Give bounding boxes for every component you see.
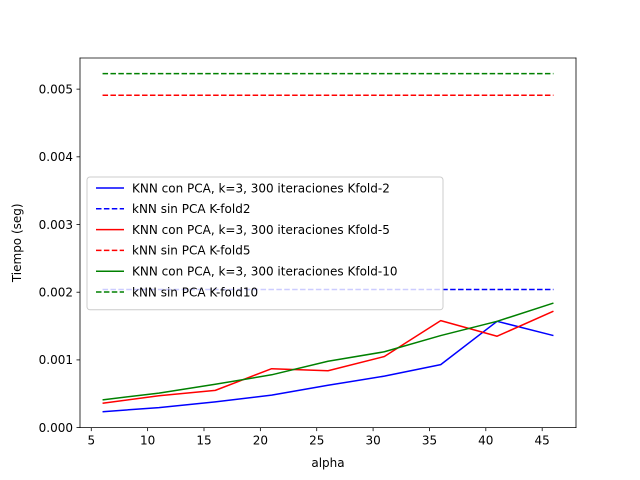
x-tick-label: 25 bbox=[309, 434, 324, 448]
x-tick-label: 40 bbox=[478, 434, 493, 448]
x-tick-label: 5 bbox=[87, 434, 95, 448]
axes-layer bbox=[79, 57, 577, 429]
legend-entry-label: kNN sin PCA K-fold5 bbox=[132, 244, 250, 258]
y-tick-label: 0.003 bbox=[39, 218, 73, 232]
series-line-3 bbox=[102, 310, 554, 404]
legend-entry-label: kNN sin PCA K-fold2 bbox=[132, 202, 250, 216]
x-tick-label: 45 bbox=[535, 434, 550, 448]
y-tick-label: 0.004 bbox=[39, 150, 73, 164]
x-tick-label: 15 bbox=[196, 434, 211, 448]
x-tick-label: 10 bbox=[140, 434, 155, 448]
legend-entry-label: KNN con PCA, k=3, 300 iteraciones Kfold-… bbox=[132, 223, 390, 237]
legend-entry-label: kNN sin PCA K-fold10 bbox=[132, 285, 258, 299]
x-axis-label: alpha bbox=[311, 456, 344, 470]
legend-box bbox=[86, 176, 444, 311]
y-tick-label: 0.001 bbox=[39, 353, 73, 367]
y-axis-label: Tiempo (seg) bbox=[10, 203, 24, 283]
series-line-5 bbox=[102, 302, 554, 401]
legend-entry-label: KNN con PCA, k=3, 300 iteraciones Kfold-… bbox=[132, 265, 397, 279]
y-tick-label: 0.000 bbox=[39, 421, 73, 435]
x-tick-label: 20 bbox=[253, 434, 268, 448]
x-tick-label: 30 bbox=[365, 434, 380, 448]
legend-entry-label: KNN con PCA, k=3, 300 iteraciones Kfold-… bbox=[132, 181, 390, 195]
x-tick-label: 35 bbox=[422, 434, 437, 448]
y-tick-label: 0.005 bbox=[39, 82, 73, 96]
y-tick-label: 0.002 bbox=[39, 286, 73, 300]
legend: KNN con PCA, k=3, 300 iteraciones Kfold-… bbox=[86, 176, 444, 311]
series-line-1 bbox=[102, 320, 554, 413]
ticks-layer: 5 10 15 20 25 30 35 40 45 0.000 0.001 0.002 0.003 0.0… bbox=[39, 82, 550, 447]
